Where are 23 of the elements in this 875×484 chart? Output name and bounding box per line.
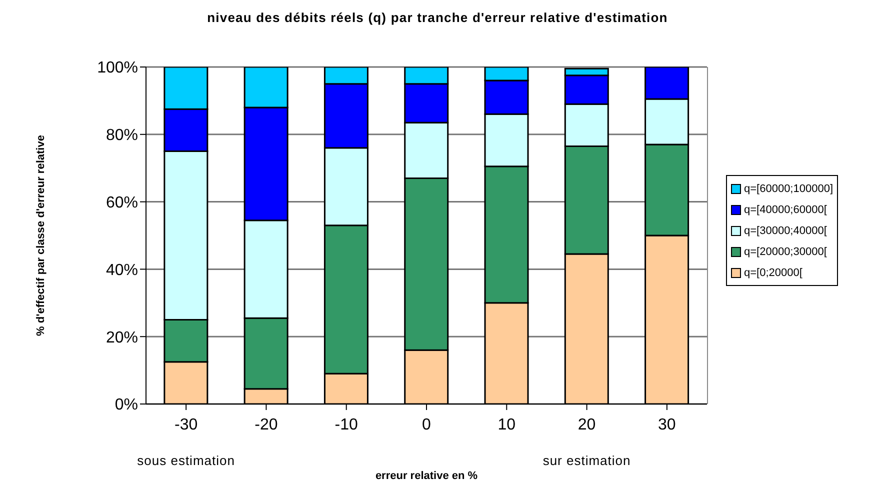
legend-label: q=[20000;30000[ [744, 246, 827, 258]
legend-label: q=[60000;100000] [744, 182, 834, 194]
y-tick-label: 0% [114, 396, 138, 414]
text: sous estimation [136, 453, 236, 468]
legend-label: q=[30000;40000[ [744, 224, 827, 236]
x-tick-label: -10 [334, 416, 358, 434]
x-axis-title: erreur relative en % [374, 470, 479, 482]
x-tick-label: 10 [498, 416, 516, 434]
y-tick-label: 80% [106, 127, 138, 144]
y-tick-label: 20% [106, 329, 138, 346]
x-tick-label: -30 [174, 416, 198, 434]
y-tick-label: 40% [106, 262, 138, 279]
text: sur estimation [542, 453, 632, 468]
y-tick-label: 100% [97, 60, 138, 77]
x-tick-label: 30 [658, 416, 676, 434]
legend-label: q=[40000;60000[ [744, 204, 827, 216]
x-tick-label: 20 [578, 416, 596, 434]
y-axis-title: % d'effectif par classe d'erreur relative [34, 135, 47, 336]
y-tick-label: 60% [106, 194, 138, 212]
x-tick-label: 0 [422, 416, 432, 434]
x-tick-label: -20 [254, 416, 278, 434]
chart-title: niveau des débits réels (q) par tranche d'erreur relative d'estimation [206, 10, 669, 25]
legend-label: q=[0;20000[ [744, 266, 802, 278]
